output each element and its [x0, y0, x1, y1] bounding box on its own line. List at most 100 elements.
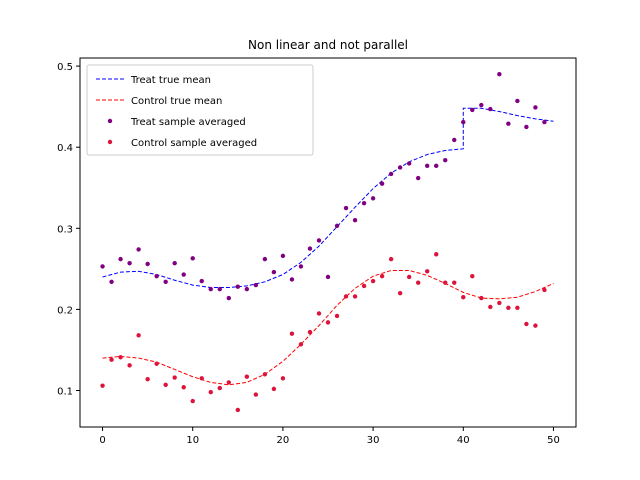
- data-point-s2-26: [334, 223, 340, 229]
- data-point-s3-40: [461, 295, 466, 300]
- plot-area: 0 10 20 30 40 50 0.1 0.2 0.3 0.4 0.5: [57, 57, 577, 446]
- data-point-s3-47: [524, 321, 529, 327]
- data-point-s3-19: [271, 386, 277, 392]
- y-tick-label-2: 0.3: [57, 224, 73, 235]
- data-point-s3-36: [425, 269, 430, 274]
- y-tick-label-4: 0.5: [57, 62, 73, 73]
- data-point-s2-6: [154, 273, 159, 279]
- series-line-1: [102, 269, 554, 386]
- y-tick-label-0: 0.1: [57, 387, 73, 398]
- data-point-s2-31: [379, 181, 385, 186]
- data-point-s3-38: [443, 280, 448, 285]
- data-point-s3-43: [488, 304, 493, 310]
- data-point-s2-40: [461, 119, 466, 125]
- data-point-s3-29: [361, 283, 367, 289]
- data-point-s2-20: [280, 253, 286, 259]
- data-point-s2-11: [199, 278, 204, 284]
- data-point-s2-22: [298, 264, 304, 269]
- data-point-s2-46: [515, 98, 520, 104]
- data-point-s2-35: [415, 175, 421, 181]
- data-point-s3-1: [109, 357, 114, 362]
- data-point-s3-34: [406, 274, 412, 280]
- data-point-s3-21: [289, 331, 295, 336]
- data-point-s2-3: [127, 260, 132, 266]
- data-point-s2-48: [533, 105, 538, 110]
- data-point-s2-33: [397, 165, 403, 170]
- data-point-s2-29: [361, 200, 367, 206]
- x-tick-label-2: 20: [277, 435, 290, 446]
- data-point-s3-2: [118, 355, 123, 360]
- data-point-s3-13: [217, 385, 222, 391]
- data-point-s3-0: [100, 383, 105, 388]
- data-point-s3-12: [208, 389, 213, 395]
- data-point-s2-16: [244, 286, 250, 292]
- data-point-s3-10: [190, 398, 195, 404]
- data-point-s3-46: [515, 305, 520, 310]
- series-line-0: [102, 107, 554, 289]
- data-point-s2-0: [100, 264, 105, 269]
- data-point-s3-25: [325, 320, 331, 325]
- data-point-s2-43: [488, 106, 493, 112]
- x-tick-label-5: 50: [547, 435, 560, 446]
- data-point-s2-47: [524, 124, 529, 130]
- data-point-s3-26: [334, 313, 340, 319]
- data-point-s3-27: [343, 294, 349, 299]
- data-point-s3-31: [379, 273, 385, 279]
- data-point-s2-27: [343, 205, 349, 211]
- data-point-s2-10: [190, 256, 195, 261]
- data-point-s2-36: [425, 163, 430, 169]
- legend-box: [86, 64, 314, 156]
- legend-swatch-2: [107, 118, 113, 124]
- y-tick-label-1: 0.2: [57, 305, 73, 316]
- data-point-s3-3: [127, 363, 132, 368]
- data-point-s3-30: [370, 278, 376, 284]
- data-point-s2-32: [388, 171, 394, 177]
- data-point-s2-15: [235, 284, 241, 289]
- data-point-s2-7: [163, 279, 168, 285]
- data-point-s3-6: [154, 361, 159, 366]
- legend-swatch-3: [107, 139, 113, 145]
- data-point-s3-33: [397, 290, 403, 296]
- data-point-s3-49: [542, 287, 547, 293]
- data-point-s3-16: [244, 374, 250, 379]
- y-tick-label-3: 0.4: [57, 143, 73, 154]
- data-point-s3-39: [452, 280, 457, 285]
- data-point-s3-24: [316, 311, 322, 316]
- data-point-s3-48: [533, 323, 538, 328]
- data-point-s2-39: [452, 137, 457, 143]
- data-point-s3-22: [298, 342, 304, 347]
- data-point-s3-15: [235, 407, 241, 413]
- data-point-s2-18: [262, 256, 268, 262]
- chart-title: Non linear and not parallel: [248, 38, 408, 52]
- x-tick-label-1: 10: [186, 435, 199, 446]
- data-point-s3-20: [280, 376, 286, 381]
- data-point-s2-38: [443, 157, 448, 163]
- data-point-s3-4: [136, 333, 141, 338]
- data-point-s2-49: [542, 119, 547, 125]
- x-tick-label-4: 40: [457, 435, 470, 446]
- data-point-s2-8: [172, 260, 177, 266]
- data-point-s2-13: [217, 286, 222, 292]
- data-point-s2-14: [226, 295, 231, 301]
- data-point-s2-17: [253, 282, 259, 288]
- data-point-s2-37: [434, 163, 439, 169]
- data-point-s3-17: [253, 392, 259, 397]
- legend-label-1: Control true mean: [131, 96, 222, 107]
- data-point-s2-19: [271, 269, 277, 275]
- data-point-s3-32: [388, 256, 394, 262]
- data-point-s3-28: [352, 294, 358, 299]
- legend-label-3: Control sample averaged: [131, 138, 257, 149]
- data-point-s2-1: [109, 279, 114, 285]
- data-point-s2-9: [181, 272, 186, 277]
- x-tick-label-0: 0: [99, 435, 105, 446]
- data-point-s3-41: [470, 273, 475, 279]
- data-point-s3-44: [497, 300, 502, 306]
- data-point-s3-7: [163, 382, 168, 388]
- data-point-s3-5: [145, 376, 150, 382]
- data-point-s3-18: [262, 372, 268, 377]
- x-tick-label-3: 30: [367, 435, 380, 446]
- data-point-s2-21: [289, 277, 295, 282]
- data-point-s2-2: [118, 256, 123, 262]
- data-point-s2-28: [352, 217, 358, 223]
